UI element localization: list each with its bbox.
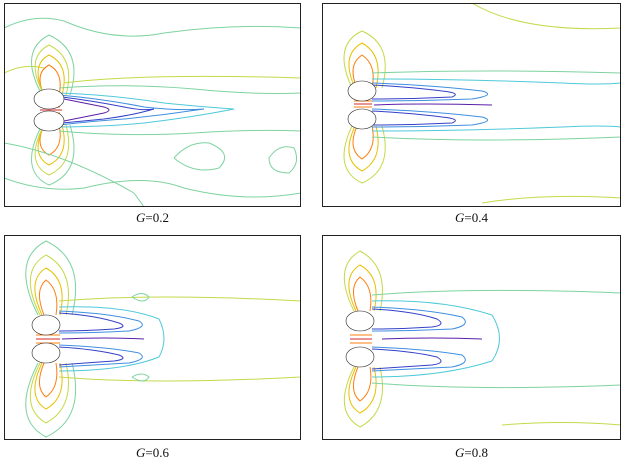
caption-value: =0.6 — [145, 445, 169, 460]
caption-value: =0.8 — [464, 445, 488, 460]
contour-plot-g-0-2 — [4, 3, 301, 207]
caption-variable: G — [136, 210, 146, 225]
caption-variable: G — [455, 210, 465, 225]
caption-g-0-2: G=0.2 — [4, 210, 301, 226]
contour-plot-g-0-8 — [322, 235, 621, 440]
contour-panel-g-0-6 — [4, 235, 301, 440]
caption-value: =0.2 — [145, 210, 169, 225]
caption-variable: G — [136, 445, 146, 460]
contour-panel-g-0-8 — [322, 235, 621, 440]
caption-g-0-8: G=0.8 — [322, 445, 621, 461]
caption-variable: G — [455, 445, 465, 460]
contour-panel-g-0-4 — [322, 3, 621, 207]
caption-g-0-4: G=0.4 — [322, 210, 621, 226]
caption-g-0-6: G=0.6 — [4, 445, 301, 461]
caption-value: =0.4 — [464, 210, 488, 225]
contour-plot-g-0-4 — [322, 3, 621, 207]
contour-panel-g-0-2 — [4, 3, 301, 207]
contour-plot-g-0-6 — [4, 235, 301, 440]
